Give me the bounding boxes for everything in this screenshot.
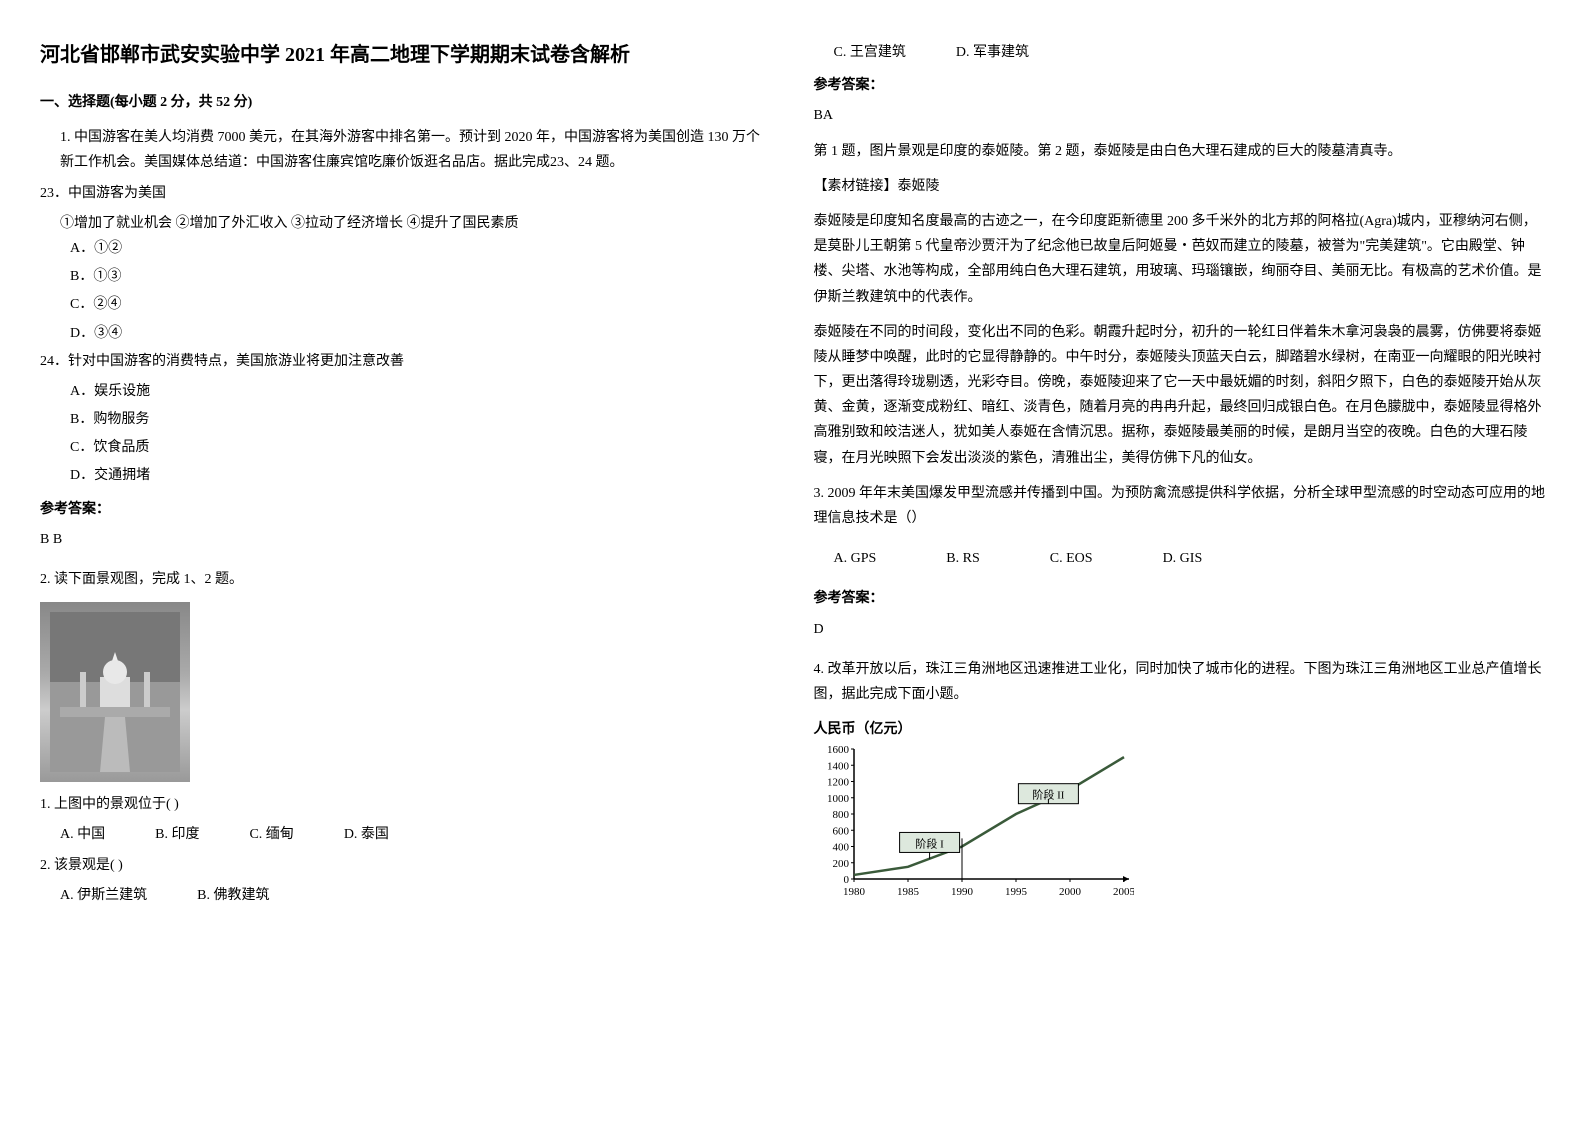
q24-option-d: D．交通拥堵: [40, 463, 774, 488]
svg-text:0: 0: [843, 874, 849, 886]
q1-answer-label: 参考答案：: [40, 497, 774, 522]
q2-sub2-b: B. 佛教建筑: [197, 883, 269, 908]
q2-sub1-a: A. 中国: [60, 822, 105, 847]
taj-mahal-image: [40, 602, 190, 782]
svg-text:1600: 1600: [827, 744, 850, 756]
q3-option-d: D. GIS: [1163, 546, 1203, 571]
question-4-block: 4. 改革开放以后，珠江三角洲地区迅速推进工业化，同时加快了城市化的进程。下图为…: [814, 657, 1548, 905]
q3-text: 3. 2009 年年末美国爆发甲型流感并传播到中国。为预防禽流感提供科学依据，分…: [814, 481, 1548, 531]
question-2-block: 2. 读下面景观图，完成 1、2 题。 1. 上图中的景观位于( ) A. 中国…: [40, 567, 774, 908]
q23-option-d: D．③④: [40, 321, 774, 346]
q2-sub2-options-row1: A. 伊斯兰建筑 B. 佛教建筑: [40, 883, 774, 908]
q2-material-label: 【素材链接】泰姬陵: [814, 174, 1548, 199]
q3-answer-label: 参考答案：: [814, 586, 1548, 611]
svg-text:阶段 I: 阶段 I: [915, 837, 944, 851]
q2-explain1: 第 1 题，图片景观是印度的泰姬陵。第 2 题，泰姬陵是由白色大理石建成的巨大的…: [814, 139, 1548, 164]
q2-answer-label: 参考答案：: [814, 73, 1548, 98]
q2-sub1-d: D. 泰国: [344, 822, 389, 847]
q2-sub2: 2. 该景观是( ): [40, 853, 774, 878]
q23-option-c: C．②④: [40, 292, 774, 317]
question-3-block: 3. 2009 年年末美国爆发甲型流感并传播到中国。为预防禽流感提供科学依据，分…: [814, 481, 1548, 642]
svg-text:1000: 1000: [827, 793, 850, 805]
svg-text:1980: 1980: [843, 886, 866, 898]
q4-chart: 0 200 400 600 800 1000 1200 1400 1600 1980 1985 199…: [814, 744, 1134, 904]
left-column: 河北省邯郸市武安实验中学 2021 年高二地理下学期期末试卷含解析 一、选择题(…: [40, 40, 774, 923]
q3-option-b: B. RS: [946, 546, 979, 571]
svg-text:600: 600: [832, 826, 849, 838]
svg-text:（年）: （年）: [1126, 884, 1134, 898]
q2-material-p2: 泰姬陵在不同的时间段，变化出不同的色彩。朝霞升起时分，初升的一轮红日伴着朱木拿河…: [814, 320, 1548, 471]
q24-option-a: A．娱乐设施: [40, 379, 774, 404]
q1-intro: 1. 中国游客在美人均消费 7000 美元，在其海外游客中排名第一。预计到 20…: [40, 125, 774, 175]
svg-text:400: 400: [832, 842, 849, 854]
q2-sub1: 1. 上图中的景观位于( ): [40, 792, 774, 817]
q2-sub1-c: C. 缅甸: [249, 822, 293, 847]
svg-text:1200: 1200: [827, 777, 850, 789]
svg-text:1995: 1995: [1005, 886, 1028, 898]
q2-material-p1: 泰姬陵是印度知名度最高的古迹之一，在今印度距新德里 200 多千米外的北方邦的阿…: [814, 209, 1548, 310]
q2-sub2-c: C. 王宫建筑: [834, 40, 906, 65]
svg-text:200: 200: [832, 858, 849, 870]
q23-text: 23．中国游客为美国: [40, 181, 774, 206]
q2-sub2-a: A. 伊斯兰建筑: [60, 883, 147, 908]
q2-sub1-options: A. 中国 B. 印度 C. 缅甸 D. 泰国: [40, 822, 774, 847]
svg-text:800: 800: [832, 809, 849, 821]
q3-option-c: C. EOS: [1050, 546, 1093, 571]
q3-options: A. GPS B. RS C. EOS D. GIS: [814, 546, 1548, 571]
q4-chart-svg: 0 200 400 600 800 1000 1200 1400 1600 1980 1985 199…: [814, 744, 1134, 904]
q4-chart-title: 人民币（亿元）: [814, 717, 1548, 742]
q2-sub2-options-row2: C. 王宫建筑 D. 军事建筑: [814, 40, 1548, 65]
svg-text:1990: 1990: [951, 886, 974, 898]
q1-answer: B B: [40, 527, 774, 552]
q3-option-a: A. GPS: [834, 546, 877, 571]
q2-sub1-b: B. 印度: [155, 822, 199, 847]
q2-sub2-d: D. 军事建筑: [956, 40, 1029, 65]
q2-intro: 2. 读下面景观图，完成 1、2 题。: [40, 567, 774, 592]
q24-option-c: C．饮食品质: [40, 435, 774, 460]
right-column: C. 王宫建筑 D. 军事建筑 参考答案： BA 第 1 题，图片景观是印度的泰…: [814, 40, 1548, 923]
q24-option-b: B．购物服务: [40, 407, 774, 432]
svg-text:1985: 1985: [897, 886, 920, 898]
q23-options-line: ①增加了就业机会 ②增加了外汇收入 ③拉动了经济增长 ④提升了国民素质: [40, 211, 774, 236]
q23-option-b: B．①③: [40, 264, 774, 289]
q3-answer: D: [814, 617, 1548, 642]
q23-option-a: A．①②: [40, 236, 774, 261]
q4-chart-container: 人民币（亿元） 0 200 400 600 800 1000 1200 1400 1600 198…: [814, 717, 1548, 904]
taj-mahal-svg: [50, 612, 180, 772]
svg-text:1400: 1400: [827, 761, 850, 773]
svg-text:2000: 2000: [1059, 886, 1082, 898]
q24-text: 24．针对中国游客的消费特点，美国旅游业将更加注意改善: [40, 349, 774, 374]
section-1-heading: 一、选择题(每小题 2 分，共 52 分): [40, 90, 774, 115]
q4-text: 4. 改革开放以后，珠江三角洲地区迅速推进工业化，同时加快了城市化的进程。下图为…: [814, 657, 1548, 707]
exam-title: 河北省邯郸市武安实验中学 2021 年高二地理下学期期末试卷含解析: [40, 40, 774, 70]
q2-answer: BA: [814, 103, 1548, 128]
question-1-block: 1. 中国游客在美人均消费 7000 美元，在其海外游客中排名第一。预计到 20…: [40, 125, 774, 552]
